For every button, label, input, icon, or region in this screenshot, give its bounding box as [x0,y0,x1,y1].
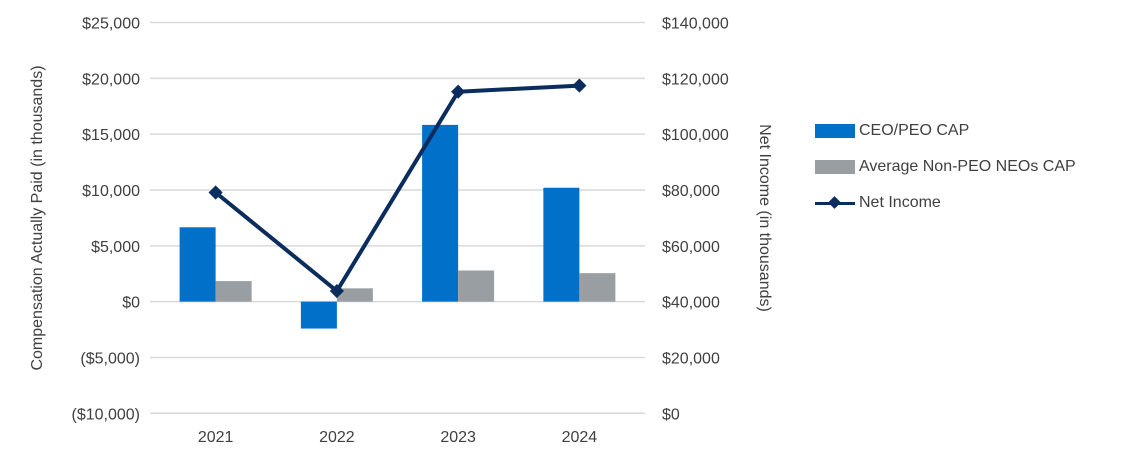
y2-tick-label: $80,000 [662,183,720,200]
y-tick-label: $25,000 [82,16,140,33]
net-income-line [214,83,580,294]
legend-label-ceo: CEO/PEO CAP [859,122,970,139]
legend-item-net-income: Net Income [815,185,1076,221]
bar-neo [579,273,616,302]
legend: CEO/PEO CAP Average Non-PEO NEOs CAP Net… [815,113,1076,221]
bar-neo [458,270,495,302]
legend-swatch-neo [815,160,855,174]
y2-tick-label: $100,000 [662,127,729,144]
y-tick-label: $20,000 [82,71,140,88]
y-tick-label: $10,000 [82,183,140,200]
legend-swatch-net-income [815,196,855,210]
bar-neo [215,281,252,302]
legend-item-ceo: CEO/PEO CAP [815,113,1076,149]
legend-item-neo: Average Non-PEO NEOs CAP [815,149,1076,185]
y-tick-label: $5,000 [91,239,140,256]
x-tick-label: 2022 [319,429,355,446]
net-income-marker [451,84,466,99]
x-tick-label: 2021 [198,429,234,446]
bar-neo [336,288,373,302]
y-tick-label: ($10,000) [72,406,141,423]
legend-label-neo: Average Non-PEO NEOs CAP [859,158,1076,175]
y-axis-title: Compensation Actually Paid (in thousands… [29,65,46,370]
net-income-marker [208,185,223,200]
legend-label-net-income: Net Income [859,194,941,211]
y2-tick-label: $60,000 [662,239,720,256]
y-tick-label: ($5,000) [80,350,140,367]
bar-ceo [179,227,216,302]
x-tick-label: 2023 [440,429,476,446]
bar-ceo [543,187,580,302]
y2-tick-label: $0 [662,406,680,423]
y-tick-label: $0 [122,295,140,312]
legend-swatch-ceo [815,124,855,138]
y2-tick-label: $140,000 [662,16,729,33]
net-income-marker [572,78,587,93]
y2-tick-label: $120,000 [662,71,729,88]
bar-ceo [300,301,337,329]
y2-tick-label: $40,000 [662,295,720,312]
x-tick-label: 2024 [562,429,598,446]
y2-tick-label: $20,000 [662,350,720,367]
bar-ceo [422,124,459,302]
y2-axis-title: Net Income (in thousands) [756,124,773,312]
net-income-marker [329,283,344,299]
y-tick-label: $15,000 [82,127,140,144]
